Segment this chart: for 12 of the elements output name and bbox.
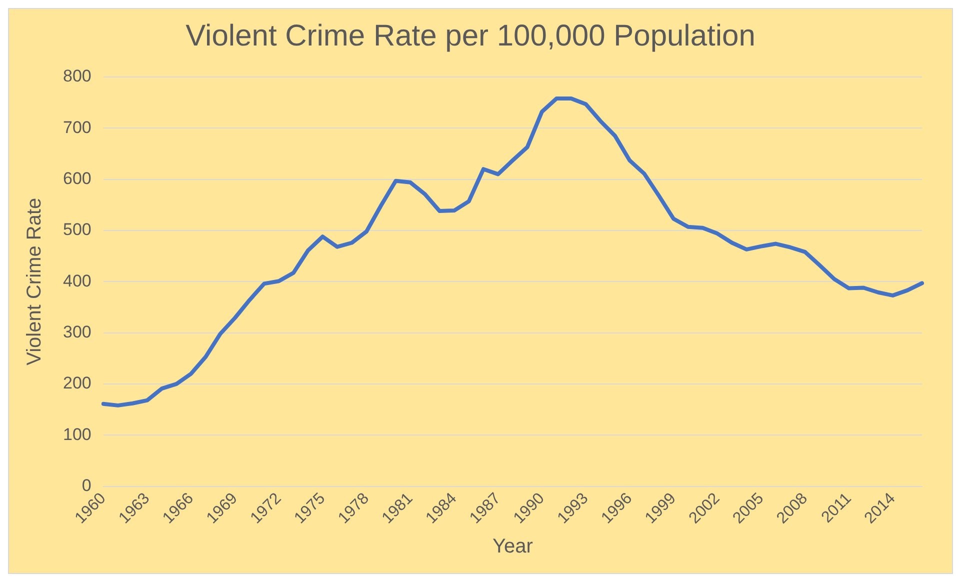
y-tick-label: 500	[62, 220, 92, 240]
chart-title: Violent Crime Rate per 100,000 Population	[186, 19, 756, 52]
y-tick-label: 800	[62, 66, 92, 86]
y-axis-title: Violent Crime Rate	[24, 198, 46, 366]
y-tick-label: 600	[62, 169, 92, 188]
y-tick-label: 300	[62, 322, 92, 342]
x-axis-title: Year	[492, 536, 534, 558]
y-tick-label: 0	[82, 476, 92, 495]
y-tick-label: 700	[62, 118, 92, 137]
y-tick-label: 200	[62, 374, 92, 393]
y-tick-label: 400	[62, 271, 92, 290]
y-tick-label: 100	[62, 424, 92, 444]
